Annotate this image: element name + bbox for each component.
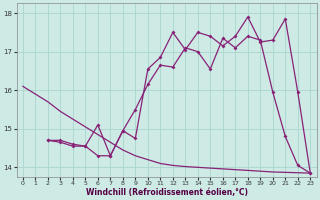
X-axis label: Windchill (Refroidissement éolien,°C): Windchill (Refroidissement éolien,°C) bbox=[85, 188, 248, 197]
